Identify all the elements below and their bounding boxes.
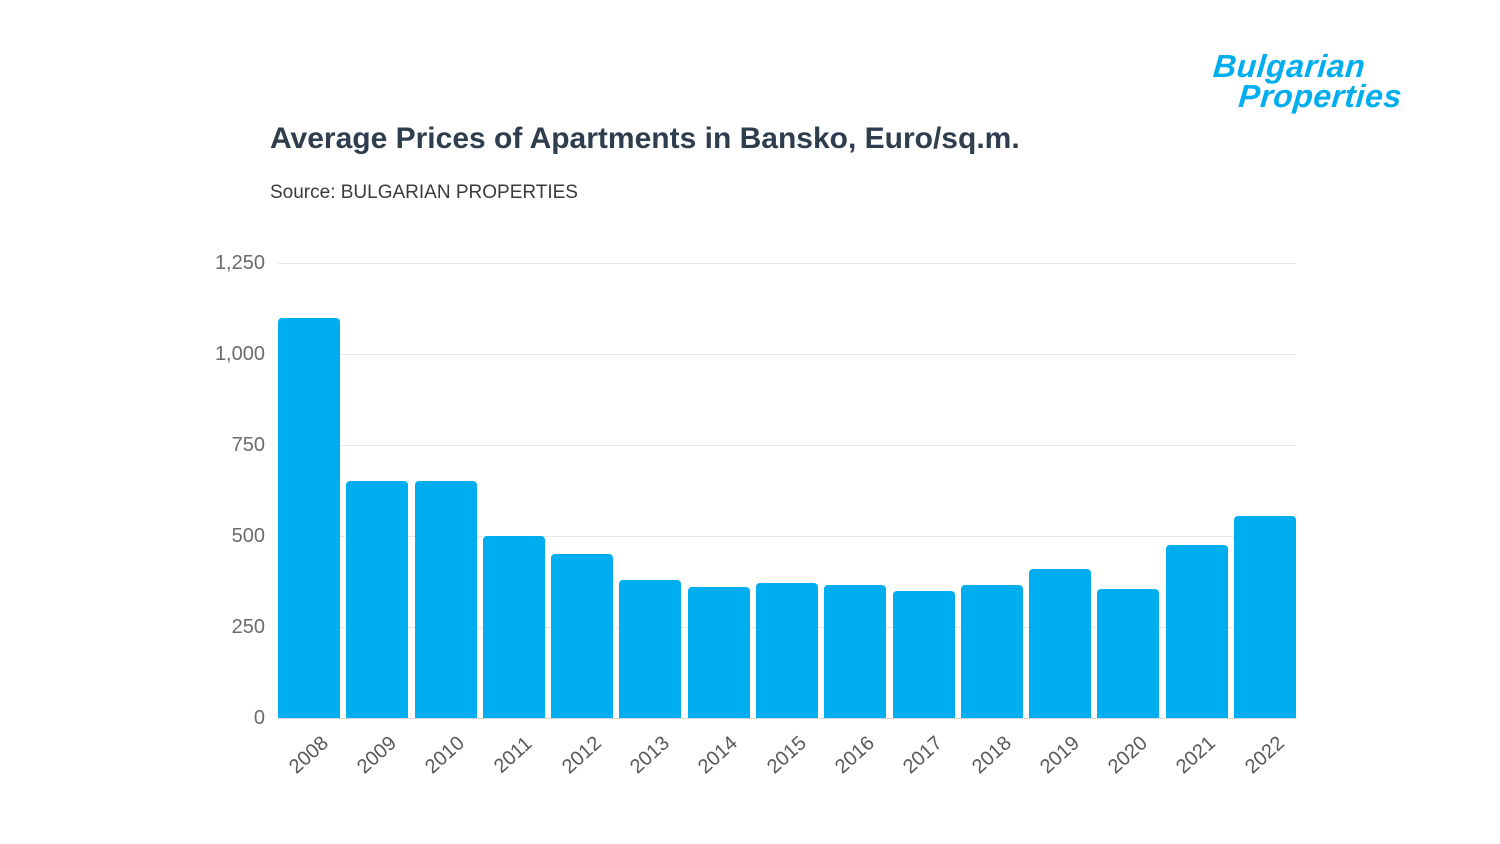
bar-2009 bbox=[346, 481, 409, 718]
x-axis-tick-2021: 2021 bbox=[1166, 722, 1228, 822]
x-axis-tick-2019: 2019 bbox=[1029, 722, 1091, 822]
bar-2011 bbox=[482, 536, 545, 718]
bar-2017 bbox=[892, 590, 955, 718]
x-axis-tick-2012: 2012 bbox=[551, 722, 613, 822]
gridline-0 bbox=[278, 718, 1296, 719]
x-axis-tick-label: 2021 bbox=[1172, 732, 1221, 779]
bar-2013 bbox=[619, 579, 682, 718]
bar-2012 bbox=[551, 554, 614, 718]
x-axis-tick-2010: 2010 bbox=[415, 722, 477, 822]
x-axis-tick-label: 2014 bbox=[694, 732, 743, 779]
y-axis-tick-label: 750 bbox=[231, 434, 265, 456]
brand-logo: Bulgarian Properties bbox=[1209, 48, 1406, 114]
brand-logo-line2: Properties bbox=[1237, 78, 1404, 114]
bar-2016 bbox=[824, 585, 887, 718]
bar-chart-plot-area bbox=[278, 263, 1296, 719]
x-axis-tick-label: 2009 bbox=[353, 732, 401, 779]
x-axis: 2008 2009 2010 2011 2012 2013 2014 2015 2016 2017… bbox=[278, 722, 1296, 822]
bar-2019 bbox=[1029, 568, 1092, 718]
x-axis-tick-label: 2018 bbox=[967, 732, 1016, 779]
x-axis-tick-label: 2019 bbox=[1035, 732, 1084, 779]
gridline-750 bbox=[278, 445, 1296, 446]
x-axis-tick-2022: 2022 bbox=[1234, 722, 1296, 822]
bar-2010 bbox=[414, 481, 477, 718]
bar-2008 bbox=[278, 317, 340, 718]
x-axis-tick-label: 2022 bbox=[1240, 732, 1289, 779]
bar-2022 bbox=[1233, 516, 1296, 718]
x-axis-tick-label: 2010 bbox=[421, 732, 470, 779]
x-axis-tick-2015: 2015 bbox=[756, 722, 818, 822]
bar-2018 bbox=[960, 585, 1023, 718]
x-axis-tick-label: 2008 bbox=[284, 732, 333, 779]
x-axis-tick-label: 2017 bbox=[899, 732, 948, 779]
x-axis-tick-2011: 2011 bbox=[483, 722, 545, 822]
bar-2021 bbox=[1165, 545, 1228, 718]
x-axis-tick-2017: 2017 bbox=[893, 722, 955, 822]
bar-2014 bbox=[687, 587, 750, 718]
x-axis-tick-label: 2013 bbox=[626, 732, 674, 779]
x-axis-tick-label: 2012 bbox=[557, 732, 606, 779]
y-axis-tick-label: 250 bbox=[231, 616, 265, 638]
gridline-1250 bbox=[278, 263, 1296, 264]
gridline-500 bbox=[278, 536, 1296, 537]
x-axis-tick-2009: 2009 bbox=[346, 722, 408, 822]
bar-2015 bbox=[755, 583, 818, 718]
x-axis-tick-2013: 2013 bbox=[619, 722, 681, 822]
x-axis-tick-label: 2011 bbox=[490, 732, 537, 778]
x-axis-tick-label: 2020 bbox=[1104, 732, 1152, 779]
y-axis: 1,250 1,000 750 500 250 0 bbox=[160, 252, 265, 729]
x-axis-tick-2008: 2008 bbox=[278, 722, 340, 822]
chart-source: Source: BULGARIAN PROPERTIES bbox=[270, 182, 578, 203]
x-axis-tick-label: 2016 bbox=[831, 732, 879, 779]
y-axis-tick-label: 1,250 bbox=[214, 252, 265, 274]
x-axis-tick-label: 2015 bbox=[762, 732, 811, 779]
gridline-1000 bbox=[278, 354, 1296, 355]
y-axis-tick-label: 500 bbox=[231, 525, 265, 547]
y-axis-tick-label: 1,000 bbox=[214, 343, 265, 365]
x-axis-tick-2014: 2014 bbox=[688, 722, 750, 822]
x-axis-tick-2016: 2016 bbox=[824, 722, 886, 822]
y-axis-tick-label: 0 bbox=[253, 707, 265, 729]
bar-2020 bbox=[1097, 588, 1160, 718]
x-axis-tick-2018: 2018 bbox=[961, 722, 1023, 822]
chart-title: Average Prices of Apartments in Bansko, … bbox=[270, 122, 1020, 155]
x-axis-tick-2020: 2020 bbox=[1097, 722, 1159, 822]
